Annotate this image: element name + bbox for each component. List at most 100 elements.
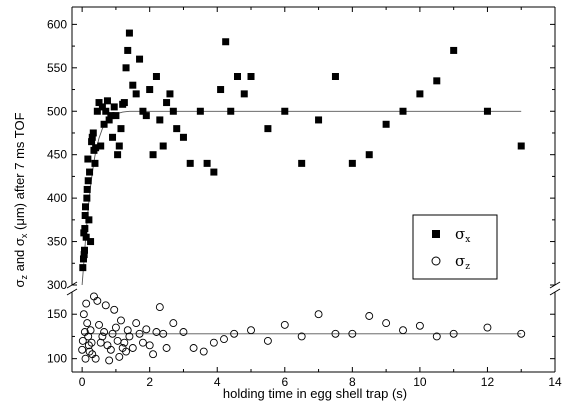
sigma-x-point bbox=[348, 159, 356, 167]
sigma-z-point bbox=[331, 329, 340, 338]
x-tick-label: 8 bbox=[349, 375, 356, 389]
x-tick-label: 6 bbox=[281, 375, 288, 389]
sigma-x-point bbox=[84, 177, 92, 185]
sigma-z-point bbox=[84, 341, 93, 350]
sigma-x-point bbox=[186, 159, 194, 167]
x-axis-label: holding time in egg shell trap (s) bbox=[223, 386, 407, 401]
sigma-z-point bbox=[415, 321, 424, 330]
sigma-z-point bbox=[169, 319, 178, 328]
sigma-z-point bbox=[152, 328, 161, 336]
sigma-x-point bbox=[149, 151, 157, 159]
x-tick-label: 10 bbox=[413, 375, 427, 389]
axis-break-mark bbox=[549, 288, 561, 296]
sigma-x-point bbox=[114, 151, 122, 159]
sigma-x-point bbox=[483, 107, 491, 115]
legend-marker-circle bbox=[431, 256, 441, 266]
sigma-x-point bbox=[98, 103, 106, 111]
sigma-z-point bbox=[189, 344, 198, 352]
sigma-x-point bbox=[82, 203, 90, 211]
sigma-x-point bbox=[264, 125, 272, 133]
sigma-x-point bbox=[210, 168, 218, 176]
sigma-x-point bbox=[87, 238, 95, 246]
sigma-x-point bbox=[247, 73, 255, 80]
sigma-z-point bbox=[78, 345, 87, 354]
sigma-z-point bbox=[122, 347, 130, 356]
sigma-x-point bbox=[365, 151, 373, 159]
sigma-x-point bbox=[163, 99, 171, 107]
sigma-x-point bbox=[79, 264, 87, 272]
sigma-x-point bbox=[81, 212, 89, 219]
sigma-x-point bbox=[173, 125, 181, 133]
legend-label-sigma-x: σx bbox=[455, 225, 470, 245]
sigma-x-point bbox=[142, 112, 150, 120]
sigma-x-point bbox=[120, 99, 128, 107]
sigma-x-point bbox=[169, 107, 177, 115]
sigma-x-point bbox=[136, 55, 144, 63]
sigma-z-point bbox=[93, 296, 102, 305]
sigma-z-point bbox=[85, 347, 94, 356]
x-tick-label: 4 bbox=[214, 375, 221, 389]
sigma-z-point bbox=[135, 329, 144, 338]
x-tick-label: 2 bbox=[146, 375, 153, 389]
legend-label-sigma-z: σz bbox=[455, 252, 470, 272]
sigma-x-point bbox=[450, 46, 458, 54]
sigma-z-point bbox=[120, 338, 129, 347]
sigma-x-point bbox=[91, 159, 99, 167]
x-tick-label: 0 bbox=[79, 375, 86, 389]
sigma-x-point bbox=[416, 90, 424, 98]
sigma-x-point bbox=[88, 138, 96, 146]
sigma-z-point bbox=[149, 350, 158, 359]
sigma-x-point bbox=[89, 129, 97, 137]
sigma-z-point bbox=[517, 329, 526, 338]
sigma-z-point bbox=[230, 329, 239, 338]
y-tick-label: 350 bbox=[47, 235, 67, 249]
sigma-z-point bbox=[449, 329, 458, 338]
x-tick-label: 12 bbox=[481, 375, 495, 389]
sigma-x-point bbox=[166, 90, 174, 98]
sigma-x-point bbox=[132, 90, 140, 98]
sigma-z-point bbox=[138, 338, 147, 347]
sigma-x-point bbox=[146, 86, 154, 94]
sigma-z-point bbox=[111, 323, 120, 332]
sigma-z-point bbox=[106, 345, 115, 354]
ticks: 0 2 4 6 8 10 12 14 300 350 400 450 500 550 600 100 150 bbox=[47, 7, 562, 389]
axis-break-mark bbox=[66, 288, 78, 296]
sigma-z-point bbox=[297, 332, 306, 341]
sigma-x-point bbox=[115, 142, 123, 150]
sigma-z-point bbox=[81, 354, 90, 363]
y-axis-label: σz and σx (μm) after 7 ms TOF bbox=[12, 112, 29, 287]
sigma-x-point bbox=[80, 246, 88, 254]
sigma-x-point bbox=[117, 125, 125, 133]
sigma-x-point bbox=[92, 144, 100, 152]
sigma-x-point bbox=[124, 46, 132, 54]
sigma-z-point bbox=[87, 338, 96, 347]
sigma-z-point bbox=[128, 344, 137, 352]
sigma-z-point bbox=[263, 336, 272, 345]
sigma-z-point bbox=[162, 344, 171, 352]
y-tick-label: 150 bbox=[47, 307, 67, 321]
y-tick-label: 550 bbox=[47, 61, 67, 75]
sigma-x-point bbox=[109, 133, 117, 141]
sigma-x-point bbox=[433, 77, 441, 85]
sigma-z-point bbox=[79, 310, 88, 319]
sigma-x-point bbox=[105, 116, 113, 124]
sigma-x-point bbox=[110, 103, 118, 111]
sigma-z-point bbox=[125, 332, 134, 341]
sigma-z-point bbox=[209, 338, 218, 347]
sigma-x-point bbox=[125, 29, 133, 37]
sigma-x-point bbox=[81, 225, 89, 233]
sigma-x-point bbox=[517, 142, 525, 150]
sigma-x-point bbox=[122, 64, 130, 72]
sigma-x-point bbox=[152, 73, 160, 80]
sigma-x-point bbox=[196, 107, 204, 115]
sigma-x-point bbox=[107, 112, 115, 120]
sigma-x-point bbox=[85, 216, 93, 224]
sigma-z-point bbox=[145, 341, 154, 350]
sigma-x-point bbox=[100, 120, 108, 128]
sigma-x-point bbox=[83, 194, 91, 202]
sigma-x-point bbox=[281, 107, 289, 115]
sigma-x-point bbox=[139, 107, 147, 115]
sigma-z-point bbox=[247, 326, 255, 335]
legend: σx σz bbox=[412, 214, 498, 280]
sigma-z-point bbox=[101, 301, 110, 310]
